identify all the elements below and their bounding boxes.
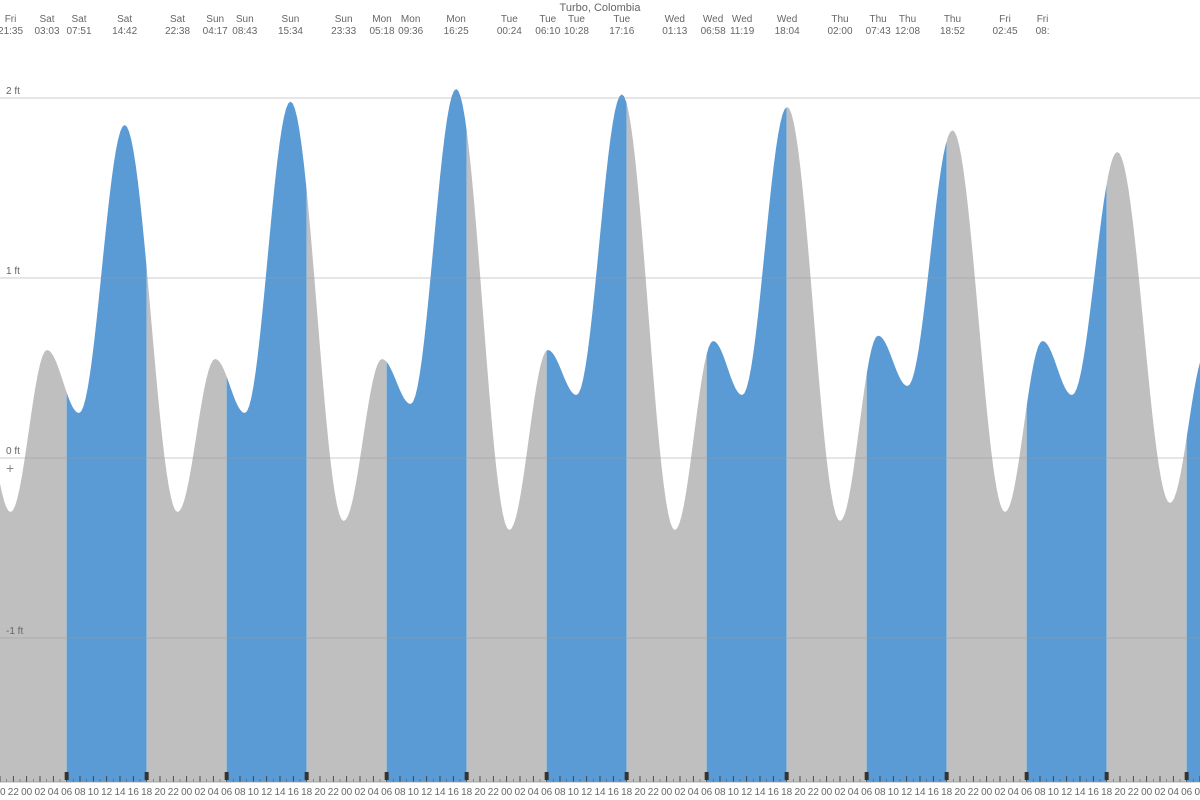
x-tick-label: 02 [834,787,845,798]
x-tick-label: 00 [501,787,512,798]
x-tick-label: 00 [21,787,32,798]
x-tick-label: 06 [381,787,392,798]
x-tick-label: 18 [781,787,792,798]
x-tick-label: 00 [661,787,672,798]
x-tick-label: 20 [474,787,485,798]
x-tick-label: 16 [128,787,139,798]
x-tick-label: 04 [848,787,859,798]
x-tick-label: 00 [181,787,192,798]
x-tick-label: 22 [808,787,819,798]
x-tick-label: 16 [768,787,779,798]
x-tick-label: 02 [34,787,45,798]
x-tick-label: 18 [461,787,472,798]
x-tick-label: 22 [168,787,179,798]
x-tick-label: 20 [634,787,645,798]
zero-plus-marker: + [6,460,14,476]
tide-chart: Turbo, Colombia Fri21:35Sat03:03Sat07:51… [0,0,1200,800]
x-tick-label: 14 [114,787,125,798]
x-tick-label: 16 [928,787,939,798]
x-tick-label: 04 [208,787,219,798]
x-tick-label: 12 [901,787,912,798]
x-tick-label: 12 [1061,787,1072,798]
x-tick-label: 00 [981,787,992,798]
x-tick-label: 14 [434,787,445,798]
x-tick-label: 04 [528,787,539,798]
x-tick-label: 10 [568,787,579,798]
x-tick-label: 14 [1074,787,1085,798]
x-tick-label: 12 [101,787,112,798]
y-tick-label: 2 ft [6,86,20,97]
x-tick-label: 12 [261,787,272,798]
x-tick-label: 00 [341,787,352,798]
y-tick-label: 1 ft [6,266,20,277]
x-tick-label: 06 [541,787,552,798]
x-tick-label: 06 [61,787,72,798]
x-tick-label: 14 [914,787,925,798]
x-tick-label: 22 [1128,787,1139,798]
x-tick-label: 18 [1101,787,1112,798]
y-tick-label: 0 ft [6,446,20,457]
x-tick-label: 02 [354,787,365,798]
x-tick-label: 06 [701,787,712,798]
tide-plot-svg [0,0,1200,800]
x-tick-label: 16 [608,787,619,798]
x-tick-label: 06 [1181,787,1192,798]
x-tick-label: 02 [674,787,685,798]
x-tick-label: 18 [941,787,952,798]
x-tick-label: 10 [408,787,419,798]
x-tick-label: 04 [688,787,699,798]
x-tick-label: 22 [328,787,339,798]
x-tick-label: 10 [728,787,739,798]
x-tick-label: 22 [488,787,499,798]
x-tick-label: 20 [1114,787,1125,798]
x-tick-label: 18 [301,787,312,798]
x-tick-label: 04 [1008,787,1019,798]
x-tick-label: 18 [621,787,632,798]
x-tick-label: 08 [1194,787,1200,798]
x-tick-label: 08 [234,787,245,798]
x-tick-label: 14 [594,787,605,798]
x-tick-label: 18 [141,787,152,798]
x-tick-label: 02 [1154,787,1165,798]
x-tick-label: 08 [554,787,565,798]
x-tick-label: 02 [514,787,525,798]
x-tick-label: 20 [954,787,965,798]
x-tick-label: 00 [1141,787,1152,798]
x-tick-label: 22 [968,787,979,798]
x-tick-label: 12 [421,787,432,798]
x-tick-label: 04 [48,787,59,798]
x-tick-label: 14 [274,787,285,798]
x-tick-label: 16 [1088,787,1099,798]
x-tick-label: 10 [248,787,259,798]
x-tick-label: 06 [861,787,872,798]
x-tick-label: 00 [821,787,832,798]
x-tick-label: 14 [754,787,765,798]
x-tick-label: 02 [994,787,1005,798]
x-tick-label: 10 [1048,787,1059,798]
x-tick-label: 20 [0,787,6,798]
x-tick-label: 10 [888,787,899,798]
y-tick-label: -1 ft [6,626,23,637]
x-tick-label: 08 [74,787,85,798]
x-tick-label: 22 [648,787,659,798]
x-tick-label: 08 [1034,787,1045,798]
x-tick-label: 04 [368,787,379,798]
x-tick-label: 12 [741,787,752,798]
x-axis-labels: 2022000204060810121416182022000204060810… [0,784,1200,800]
x-tick-label: 16 [448,787,459,798]
x-tick-label: 20 [154,787,165,798]
x-tick-label: 20 [794,787,805,798]
x-tick-label: 02 [194,787,205,798]
x-tick-label: 12 [581,787,592,798]
x-tick-label: 08 [874,787,885,798]
x-tick-label: 06 [1021,787,1032,798]
x-tick-label: 08 [394,787,405,798]
x-tick-label: 04 [1168,787,1179,798]
x-tick-label: 16 [288,787,299,798]
x-tick-label: 08 [714,787,725,798]
x-tick-label: 20 [314,787,325,798]
x-tick-label: 10 [88,787,99,798]
x-tick-label: 22 [8,787,19,798]
x-tick-label: 06 [221,787,232,798]
